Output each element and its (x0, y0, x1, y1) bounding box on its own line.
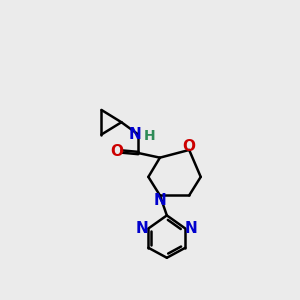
Text: O: O (183, 139, 196, 154)
Text: N: N (128, 127, 141, 142)
Text: O: O (110, 144, 123, 159)
Text: N: N (136, 221, 148, 236)
Text: H: H (143, 129, 155, 143)
Text: N: N (185, 221, 198, 236)
Text: N: N (154, 193, 166, 208)
